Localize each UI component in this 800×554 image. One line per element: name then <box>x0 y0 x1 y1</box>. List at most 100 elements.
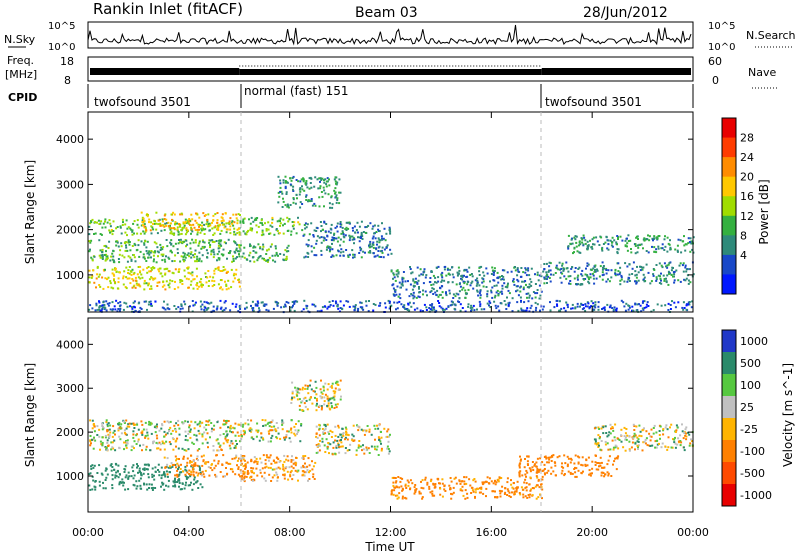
heatmap-cell-8 <box>470 273 473 275</box>
heatmap-cell-11 <box>594 306 597 309</box>
heatmap-cell-2 <box>200 455 203 458</box>
heatmap-cell-6 <box>376 424 378 427</box>
heatmap-cell-9 <box>636 440 639 443</box>
heatmap-cell-3 <box>149 229 152 232</box>
heatmap-cell-2 <box>177 270 180 273</box>
heatmap-cell-1 <box>168 257 171 260</box>
heatmap-cell-9 <box>597 426 600 429</box>
heatmap-cell-9 <box>645 430 648 433</box>
heatmap-cell-9 <box>633 432 636 435</box>
heatmap-cell-10 <box>595 236 598 239</box>
heatmap-cell-9 <box>549 262 552 265</box>
heatmap-cell-1 <box>178 239 180 241</box>
heatmap-cell-1 <box>120 242 123 245</box>
heatmap-cell-9 <box>549 280 552 283</box>
heatmap-cell-6 <box>344 436 347 439</box>
heatmap-cell-1 <box>105 476 108 479</box>
heatmap-cell-7 <box>336 225 338 228</box>
heatmap-cell-6 <box>331 453 334 456</box>
heatmap-cell-5 <box>306 387 309 390</box>
heatmap-cell-9 <box>679 440 682 442</box>
heatmap-cell-8 <box>491 286 494 289</box>
heatmap-cell-2 <box>204 462 207 465</box>
heatmap-cell-11 <box>101 306 104 309</box>
heatmap-cell-0 <box>196 231 199 234</box>
heatmap-cell-4 <box>255 218 258 221</box>
heatmap-cell-4 <box>302 464 305 467</box>
heatmap-cell-2 <box>117 281 120 284</box>
heatmap-cell-11 <box>609 304 612 307</box>
heatmap-cell-9 <box>642 266 645 269</box>
heatmap-cell-8 <box>456 271 459 274</box>
heatmap-cell-4 <box>254 217 257 220</box>
heatmap-cell-0 <box>89 444 92 447</box>
heatmap-cell-8 <box>445 292 447 295</box>
heatmap-cell-8 <box>455 292 458 295</box>
heatmap-cell-3 <box>274 428 277 431</box>
heatmap-cell-1 <box>203 241 206 244</box>
heatmap-cell-0 <box>91 438 93 441</box>
heatmap-cell-11 <box>379 302 382 305</box>
heatmap-cell-2 <box>215 475 218 478</box>
heatmap-cell-10 <box>645 238 648 240</box>
heatmap-cell-1 <box>90 256 93 259</box>
heatmap-cell-3 <box>296 433 298 435</box>
heatmap-cell-0 <box>237 434 240 437</box>
heatmap-cell-11 <box>244 307 247 310</box>
heatmap-cell-7 <box>377 237 380 240</box>
heatmap-cell-10 <box>683 235 685 238</box>
heatmap-cell-2 <box>88 269 91 272</box>
heatmap-cell-2 <box>164 273 167 276</box>
heatmap-cell-3 <box>243 433 246 436</box>
heatmap-cell-9 <box>601 278 604 281</box>
heatmap-cell-0 <box>231 431 234 434</box>
heatmap-cell-4 <box>273 474 276 477</box>
heatmap-cell-8 <box>573 468 576 470</box>
heatmap-cell-8 <box>448 292 451 295</box>
heatmap-cell-2 <box>176 469 179 472</box>
heatmap-cell-2 <box>186 461 189 464</box>
heatmap-cell-11 <box>500 302 503 305</box>
heatmap-cell-11 <box>520 309 523 312</box>
heatmap-cell-1 <box>217 242 220 245</box>
heatmap-cell-11 <box>143 300 146 303</box>
heatmap-cell-8 <box>588 469 591 472</box>
heatmap-cell-11 <box>691 300 694 303</box>
heatmap-cell-6 <box>363 452 366 455</box>
heatmap-cell-2 <box>227 270 229 273</box>
heatmap-cell-4 <box>247 229 250 232</box>
heatmap-cell-0 <box>156 232 159 235</box>
heatmap-cell-8 <box>525 283 527 286</box>
heatmap-cell-8 <box>418 291 421 294</box>
heatmap-cell-2 <box>140 273 143 276</box>
heatmap-cell-7 <box>369 240 372 243</box>
velocity-colorbar-label: -100 <box>740 445 765 458</box>
heatmap-cell-11 <box>339 300 342 303</box>
heatmap-cell-7 <box>530 488 533 491</box>
heatmap-cell-1 <box>168 471 171 473</box>
heatmap-cell-0 <box>199 420 202 423</box>
heatmap-cell-10 <box>653 235 656 238</box>
heatmap-cell-9 <box>599 265 602 268</box>
heatmap-cell-7 <box>512 487 515 490</box>
heatmap-cell-5 <box>243 256 246 259</box>
heatmap-cell-1 <box>109 464 112 467</box>
heatmap-cell-4 <box>312 465 315 468</box>
heatmap-cell-0 <box>196 449 199 452</box>
heatmap-cell-2 <box>141 276 144 279</box>
heatmap-cell-0 <box>143 223 146 226</box>
heatmap-cell-11 <box>223 301 226 304</box>
heatmap-cell-7 <box>494 496 497 499</box>
heatmap-cell-7 <box>347 254 350 257</box>
heatmap-cell-11 <box>305 304 308 307</box>
heatmap-cell-11 <box>354 305 357 308</box>
heatmap-cell-11 <box>103 304 106 306</box>
heatmap-cell-3 <box>258 439 261 442</box>
heatmap-cell-8 <box>537 470 540 473</box>
xtick-label: 12:00 <box>375 526 407 539</box>
heatmap-cell-0 <box>132 422 135 425</box>
heatmap-cell-3 <box>285 434 288 436</box>
heatmap-cell-3 <box>165 218 168 221</box>
heatmap-cell-7 <box>328 250 331 253</box>
heatmap-cell-10 <box>604 241 607 244</box>
